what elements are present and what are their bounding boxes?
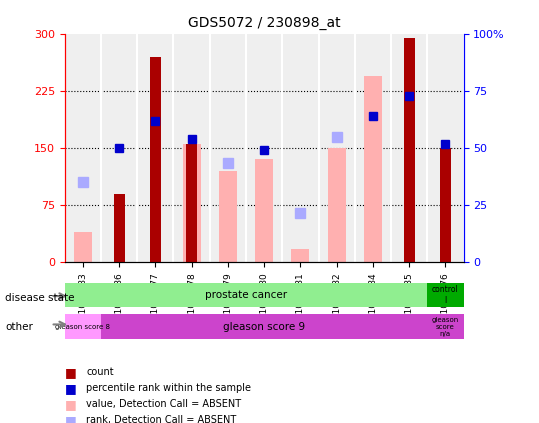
Bar (255, 159, 273, 262)
FancyBboxPatch shape (65, 314, 101, 339)
Text: rank, Detection Call = ABSENT: rank, Detection Call = ABSENT (86, 415, 237, 423)
Bar (65, 34, 101, 262)
Text: count: count (86, 367, 114, 377)
Text: prostate cancer: prostate cancer (205, 290, 287, 300)
Bar (427, 34, 464, 262)
Bar (174, 34, 210, 262)
Bar (291, 249, 309, 262)
Text: control
l: control l (432, 286, 459, 305)
Text: ■: ■ (65, 398, 77, 411)
FancyBboxPatch shape (427, 314, 464, 339)
Text: disease state: disease state (5, 293, 75, 303)
Bar (364, 76, 382, 262)
Text: gleason score 9: gleason score 9 (223, 322, 305, 332)
Bar (319, 34, 355, 262)
Bar (404, 38, 414, 262)
Text: value, Detection Call = ABSENT: value, Detection Call = ABSENT (86, 399, 241, 409)
Bar (391, 34, 427, 262)
Text: ■: ■ (65, 382, 77, 395)
Bar (74, 232, 92, 262)
Bar (355, 34, 391, 262)
Bar (150, 57, 161, 262)
Bar (282, 34, 319, 262)
Title: GDS5072 / 230898_at: GDS5072 / 230898_at (188, 16, 341, 30)
Bar (328, 148, 345, 262)
Text: ■: ■ (65, 414, 77, 423)
Text: other: other (5, 321, 33, 332)
Bar (101, 34, 137, 262)
FancyBboxPatch shape (101, 314, 427, 339)
Text: ■: ■ (65, 366, 77, 379)
Text: percentile rank within the sample: percentile rank within the sample (86, 383, 251, 393)
Bar (210, 34, 246, 262)
FancyBboxPatch shape (427, 283, 464, 308)
FancyBboxPatch shape (65, 283, 427, 308)
Bar (114, 194, 125, 262)
Text: gleason
score
n/a: gleason score n/a (432, 317, 459, 337)
Text: gleason score 8: gleason score 8 (56, 324, 110, 330)
Bar (137, 34, 174, 262)
Bar (219, 171, 237, 262)
Bar (183, 144, 201, 262)
Bar (246, 34, 282, 262)
Bar (186, 144, 197, 262)
Bar (440, 148, 451, 262)
